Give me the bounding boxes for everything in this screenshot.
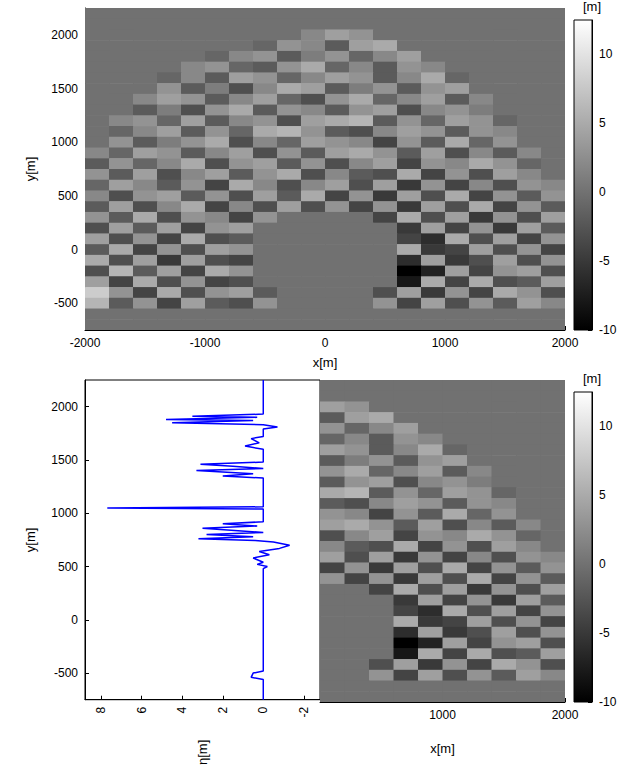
svg-text:-2: -2 — [297, 706, 311, 717]
svg-text:-1000: -1000 — [190, 336, 221, 350]
svg-text:η[m]: η[m] — [195, 740, 210, 765]
svg-text:0: 0 — [599, 185, 606, 199]
svg-text:-5: -5 — [599, 626, 610, 640]
svg-text:0: 0 — [599, 557, 606, 571]
svg-text:2: 2 — [216, 706, 230, 713]
svg-text:x[m]: x[m] — [430, 741, 455, 756]
svg-text:2000: 2000 — [51, 400, 78, 414]
svg-text:-500: -500 — [54, 666, 78, 680]
svg-text:y[m]: y[m] — [23, 528, 38, 553]
svg-text:1000: 1000 — [51, 135, 78, 149]
svg-text:x[m]: x[m] — [313, 355, 338, 370]
svg-text:1000: 1000 — [51, 506, 78, 520]
svg-text:2000: 2000 — [552, 708, 579, 722]
svg-text:-500: -500 — [54, 296, 78, 310]
svg-text:10: 10 — [599, 419, 613, 433]
svg-text:8: 8 — [94, 706, 108, 713]
svg-text:5: 5 — [599, 116, 606, 130]
svg-text:0: 0 — [71, 243, 78, 257]
svg-text:500: 500 — [58, 189, 78, 203]
svg-text:1500: 1500 — [51, 453, 78, 467]
svg-text:1500: 1500 — [51, 82, 78, 96]
svg-text:[m]: [m] — [583, 0, 601, 14]
svg-text:0: 0 — [322, 336, 329, 350]
svg-text:0: 0 — [256, 706, 270, 713]
svg-text:-10: -10 — [599, 323, 617, 337]
svg-text:1000: 1000 — [429, 708, 456, 722]
svg-text:-2000: -2000 — [70, 336, 101, 350]
svg-text:[m]: [m] — [583, 371, 601, 386]
svg-text:0: 0 — [71, 613, 78, 627]
svg-text:2000: 2000 — [51, 28, 78, 42]
svg-text:10: 10 — [599, 47, 613, 61]
svg-text:-10: -10 — [599, 695, 617, 709]
svg-text:500: 500 — [58, 560, 78, 574]
svg-text:4: 4 — [175, 706, 189, 713]
svg-text:1000: 1000 — [432, 336, 459, 350]
svg-text:6: 6 — [135, 706, 149, 713]
svg-text:-5: -5 — [599, 254, 610, 268]
svg-text:5: 5 — [599, 488, 606, 502]
svg-text:2000: 2000 — [552, 336, 579, 350]
svg-text:y[m]: y[m] — [23, 157, 38, 182]
